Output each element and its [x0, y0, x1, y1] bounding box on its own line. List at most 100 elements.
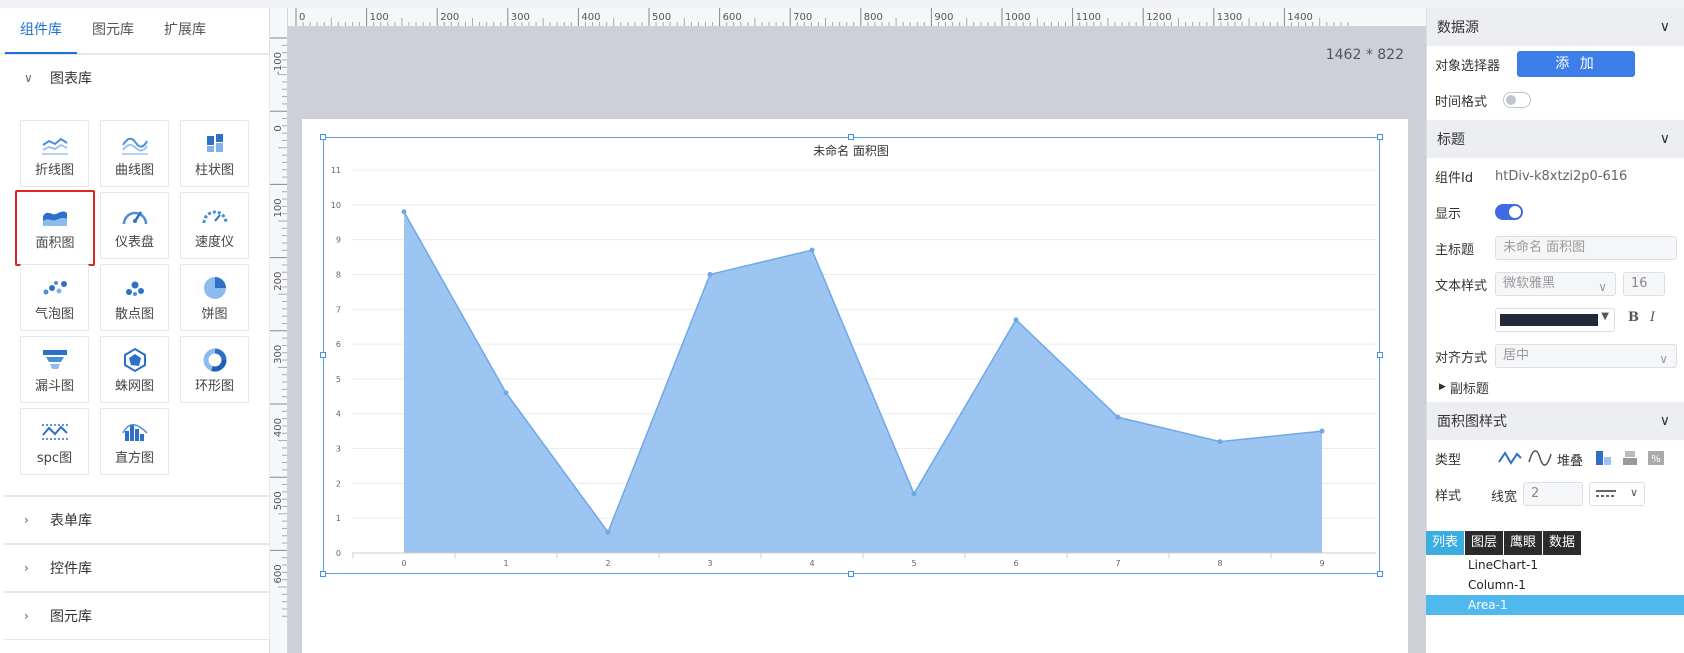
bar-chart-icon: [206, 134, 223, 152]
resize-handle[interactable]: [1377, 352, 1383, 358]
x-tick-label: 9: [1319, 559, 1324, 568]
font-size-input[interactable]: 16: [1623, 272, 1665, 296]
chevron-right-icon: ›: [24, 609, 29, 623]
curve-type-icon[interactable]: [1527, 448, 1553, 468]
data-point[interactable]: [707, 271, 713, 277]
add-button[interactable]: 添 加: [1517, 51, 1635, 77]
stack-percent-icon[interactable]: %: [1647, 450, 1665, 466]
bold-button[interactable]: B: [1628, 310, 1639, 325]
text-color-picker[interactable]: ▼: [1495, 308, 1615, 332]
graphic-library-header[interactable]: › 图元库: [4, 593, 269, 639]
data-point[interactable]: [911, 491, 917, 497]
ruler-label: 1100: [1076, 12, 1101, 23]
type-row: 类型 堆叠 %: [1427, 440, 1684, 476]
stack-total-icon[interactable]: [1621, 450, 1639, 466]
data-point[interactable]: [1319, 428, 1325, 434]
form-library-header[interactable]: › 表单库: [4, 497, 269, 543]
list-item[interactable]: Column-1: [1468, 578, 1526, 592]
area-style-header[interactable]: 面积图样式 ∨: [1427, 402, 1684, 440]
chart-item-bubble[interactable]: 气泡图: [20, 264, 89, 331]
list-item[interactable]: Area-1: [1426, 595, 1684, 615]
chart-item-area[interactable]: 面积图: [15, 190, 95, 266]
chevron-down-icon: ∨: [1659, 352, 1668, 366]
chart-item-scatter[interactable]: 散点图: [100, 264, 169, 331]
subtitle-row[interactable]: ▶ 副标题: [1427, 374, 1684, 400]
area-chart-widget[interactable]: 未命名 面积图 0 1 2 3 4 5 6 7 8 9 10 11 0 1 2 3 4 5 6 7 8 9: [320, 134, 1383, 577]
form-library-section: › 表单库: [4, 496, 270, 544]
chevron-down-icon: ∨: [1659, 413, 1670, 429]
data-point[interactable]: [1013, 317, 1019, 323]
tab-graphics[interactable]: 图元库: [92, 22, 134, 38]
show-title-toggle[interactable]: [1495, 204, 1523, 220]
chart-item-radar[interactable]: 蛛网图: [100, 336, 169, 403]
gauge-icon: [122, 211, 147, 225]
time-format-toggle[interactable]: [1503, 92, 1531, 108]
data-point[interactable]: [1217, 439, 1223, 445]
tab-data[interactable]: 数据: [1543, 531, 1582, 555]
align-select[interactable]: 居中 ∨: [1495, 344, 1677, 368]
y-tick-label: 11: [331, 166, 341, 175]
item-label: 曲线图: [114, 163, 154, 178]
property-panel: 数据源 ∨ 对象选择器 添 加 时间格式 标题 ∨ 组件Id htDiv-k8x…: [1426, 8, 1684, 653]
chart-item-line[interactable]: 折线图: [20, 120, 89, 187]
line-type-icon[interactable]: [1497, 448, 1523, 468]
resize-handle[interactable]: [320, 571, 326, 577]
main-title-row: 主标题 未命名 面积图: [1427, 230, 1684, 266]
canvas-size-label: 1462 * 822: [1325, 47, 1404, 63]
resize-handle[interactable]: [848, 571, 854, 577]
top-toolbar-strip: [0, 0, 1684, 8]
chart-item-bar[interactable]: 柱状图: [180, 120, 249, 187]
bubble-chart-icon: [43, 281, 67, 295]
chart-item-donut[interactable]: 环形图: [180, 336, 249, 403]
main-title-input[interactable]: 未命名 面积图: [1495, 236, 1677, 260]
chart-item-speedometer[interactable]: 速度仪: [180, 192, 249, 259]
tab-eagle-eye[interactable]: 鹰眼: [1504, 531, 1543, 555]
ruler-label: 400: [581, 12, 600, 23]
align-row: 对齐方式 居中 ∨: [1427, 338, 1684, 374]
chevron-down-icon: ∨: [24, 71, 33, 85]
line-style-select[interactable]: ∨: [1589, 482, 1645, 506]
resize-handle[interactable]: [1377, 134, 1383, 140]
chart-item-funnel[interactable]: 漏斗图: [20, 336, 89, 403]
data-point[interactable]: [401, 209, 407, 215]
chart-item-spc[interactable]: spc图: [20, 408, 89, 475]
control-library-header[interactable]: › 控件库: [4, 545, 269, 591]
chart-item-gauge[interactable]: 仪表盘: [100, 192, 169, 259]
item-label: spc图: [36, 451, 73, 466]
line-width-input[interactable]: 2: [1523, 482, 1583, 506]
ruler-label: 500: [652, 12, 671, 23]
stack-normal-icon[interactable]: [1595, 450, 1613, 466]
resize-handle[interactable]: [1377, 571, 1383, 577]
title-header[interactable]: 标题 ∨: [1427, 120, 1684, 158]
line-width-label: 线宽: [1491, 490, 1518, 505]
area-chart: 未命名 面积图 0 1 2 3 4 5 6 7 8 9 10 11 0 1 2 3 4 5 6 7 8 9: [331, 143, 1376, 568]
resize-handle[interactable]: [848, 134, 854, 140]
ruler-label: -100: [273, 52, 284, 75]
list-item[interactable]: LineChart-1: [1468, 558, 1538, 572]
tab-list[interactable]: 列表: [1426, 531, 1465, 555]
data-point[interactable]: [503, 390, 509, 396]
chart-item-histogram[interactable]: 直方图: [100, 408, 169, 475]
tab-components[interactable]: 组件库: [5, 8, 77, 54]
text-style-label: 文本样式: [1435, 278, 1488, 294]
control-library-section: › 控件库: [4, 544, 270, 592]
tab-extensions[interactable]: 扩展库: [164, 22, 206, 38]
data-point[interactable]: [605, 529, 611, 535]
resize-handle[interactable]: [320, 134, 326, 140]
x-tick-label: 0: [401, 559, 406, 568]
chart-item-pie[interactable]: 饼图: [180, 264, 249, 331]
italic-button[interactable]: I: [1650, 310, 1656, 325]
ruler-label: 800: [864, 12, 883, 23]
data-point[interactable]: [1115, 414, 1121, 420]
chart-library-header[interactable]: ∨ 图表库: [4, 55, 269, 101]
text-color-row: ▼ B I: [1427, 302, 1684, 338]
tab-layers[interactable]: 图层: [1465, 531, 1504, 555]
font-family-select[interactable]: 微软雅黑 ∨: [1495, 272, 1616, 296]
datasource-header[interactable]: 数据源 ∨: [1427, 8, 1684, 46]
data-point[interactable]: [809, 247, 815, 253]
resize-handle[interactable]: [320, 352, 326, 358]
y-tick-label: 0: [336, 549, 341, 558]
chart-item-curve[interactable]: 曲线图: [100, 120, 169, 187]
color-swatch: [1500, 314, 1598, 326]
stack-label: 堆叠: [1557, 454, 1584, 469]
